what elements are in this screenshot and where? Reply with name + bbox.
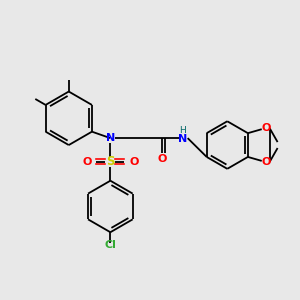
Text: S: S [106,155,115,168]
Text: H: H [179,126,186,135]
Text: O: O [82,157,92,167]
Text: O: O [261,123,270,133]
Text: O: O [261,157,270,167]
Text: O: O [129,157,139,167]
Text: O: O [157,154,167,164]
Text: N: N [106,133,115,143]
Text: N: N [178,134,187,144]
Text: Cl: Cl [104,240,116,250]
